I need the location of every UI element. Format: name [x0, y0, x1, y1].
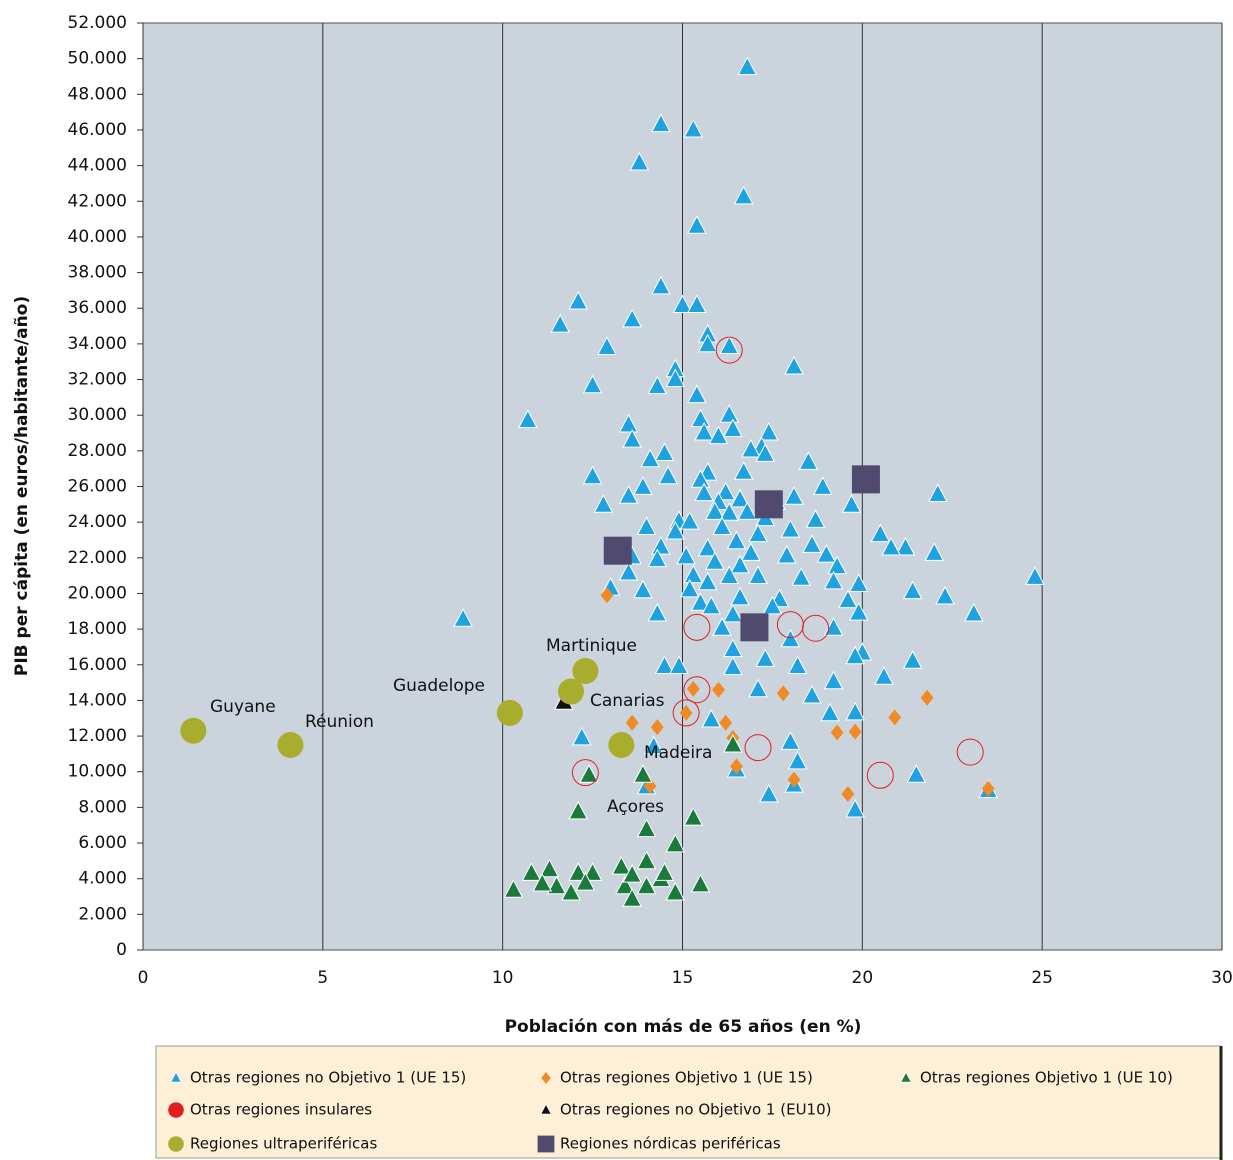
data-point: [604, 537, 632, 565]
x-tick-label: 5: [317, 968, 328, 988]
x-tick-label: 20: [852, 968, 874, 988]
y-tick-label: 4.000: [78, 869, 127, 889]
y-tick-label: 18.000: [68, 619, 127, 639]
y-tick-label: 50.000: [68, 49, 127, 69]
annotation: Réunion: [305, 712, 374, 732]
y-tick-label: 42.000: [68, 191, 127, 211]
x-tick-label: 10: [492, 968, 514, 988]
y-tick-label: 2.000: [78, 904, 127, 924]
legend-label: Otras regiones no Objetivo 1 (EU10): [560, 1101, 832, 1119]
y-tick-label: 12.000: [68, 726, 127, 746]
x-tick-label: 30: [1211, 968, 1233, 988]
y-tick-label: 52.000: [68, 13, 127, 33]
y-tick-label: 28.000: [68, 441, 127, 461]
annotation: Martinique: [546, 636, 637, 656]
y-axis-title: PIB per cápita (en euros/habitante/año): [12, 296, 32, 676]
y-tick-label: 20.000: [68, 583, 127, 603]
x-tick-label: 0: [138, 968, 149, 988]
y-tick-label: 38.000: [68, 263, 127, 283]
data-point: [497, 700, 523, 726]
annotation: Guadelope: [393, 676, 485, 696]
y-tick-label: 26.000: [68, 477, 127, 497]
y-tick-label: 6.000: [78, 833, 127, 853]
data-point: [558, 679, 584, 705]
data-point: [740, 613, 768, 641]
legend-label: Otras regiones Objetivo 1 (UE 15): [560, 1069, 813, 1087]
legend-marker: [168, 1136, 184, 1152]
y-tick-label: 10.000: [68, 762, 127, 782]
data-point: [277, 732, 303, 758]
legend-label: Regiones ultraperiféricas: [190, 1135, 377, 1153]
y-tick-label: 48.000: [68, 84, 127, 104]
y-tick-label: 36.000: [68, 298, 127, 318]
data-point: [852, 465, 880, 493]
legend-label: Otras regiones Objetivo 1 (UE 10): [920, 1069, 1173, 1087]
y-tick-label: 22.000: [68, 548, 127, 568]
legend-marker: [168, 1102, 184, 1118]
y-tick-label: 44.000: [68, 156, 127, 176]
legend-marker: [538, 1136, 555, 1153]
y-tick-label: 30.000: [68, 405, 127, 425]
y-tick-label: 32.000: [68, 370, 127, 390]
y-tick-label: 16.000: [68, 655, 127, 675]
annotation: Canarias: [590, 691, 665, 711]
annotation: Madeira: [644, 743, 712, 763]
chart: Población con más de 65 años (en %) PIB …: [0, 0, 1233, 1160]
x-tick-label: 15: [672, 968, 694, 988]
x-tick-label: 25: [1031, 968, 1053, 988]
x-axis-title: Población con más de 65 años (en %): [505, 1017, 862, 1037]
y-tick-label: 0: [116, 940, 127, 960]
y-tick-label: 46.000: [68, 120, 127, 140]
annotation: Guyane: [210, 697, 276, 717]
data-point: [180, 718, 206, 744]
data-point: [608, 732, 634, 758]
y-tick-label: 8.000: [78, 797, 127, 817]
data-point: [755, 490, 783, 518]
legend-label: Regiones nórdicas periféricas: [560, 1135, 781, 1153]
y-tick-label: 40.000: [68, 227, 127, 247]
annotation: Açores: [607, 797, 664, 817]
y-tick-label: 14.000: [68, 690, 127, 710]
y-tick-label: 24.000: [68, 512, 127, 532]
legend-label: Otras regiones insulares: [190, 1101, 372, 1119]
legend-label: Otras regiones no Objetivo 1 (UE 15): [190, 1069, 466, 1087]
y-tick-label: 34.000: [68, 334, 127, 354]
